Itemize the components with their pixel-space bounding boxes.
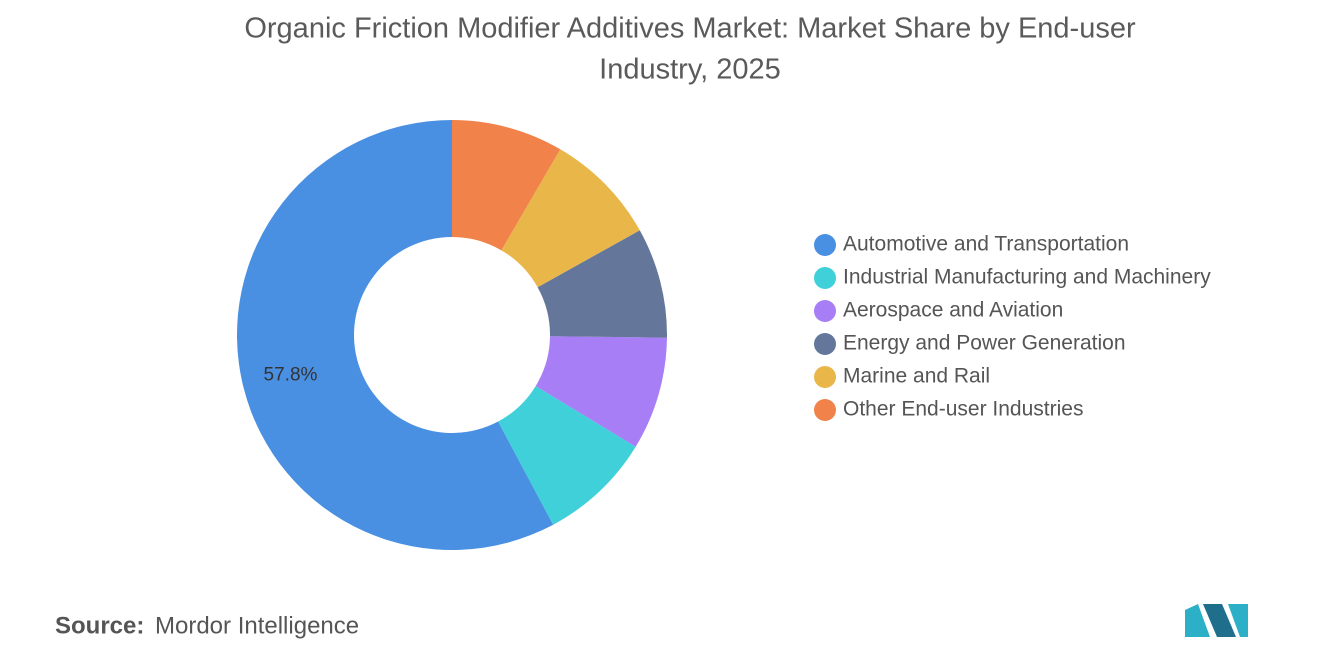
legend-label: Aerospace and Aviation <box>843 299 1063 322</box>
legend-label: Industrial Manufacturing and Machinery <box>843 266 1211 289</box>
chart-title-line1: Organic Friction Modifier Additives Mark… <box>244 13 1136 45</box>
donut-slice <box>452 120 561 251</box>
logo <box>1185 604 1248 637</box>
source-name: Mordor Intelligence <box>155 612 359 639</box>
legend-swatch <box>814 366 836 388</box>
legend-swatch <box>814 399 836 421</box>
legend-label: Automotive and Transportation <box>843 233 1129 256</box>
data-label: 57.8% <box>264 364 318 385</box>
donut-slice <box>237 120 554 550</box>
legend-label: Other End-user Industries <box>843 398 1083 421</box>
source-label: Source: <box>55 612 144 639</box>
legend-swatch <box>814 333 836 355</box>
chart-title-line2: Industry, 2025 <box>599 54 781 86</box>
legend-swatch <box>814 300 836 322</box>
legend-swatch <box>814 267 836 289</box>
legend-swatch <box>814 234 836 256</box>
legend-label: Energy and Power Generation <box>843 332 1126 355</box>
legend-label: Marine and Rail <box>843 365 990 388</box>
donut-slice <box>535 336 667 447</box>
donut-slice <box>501 149 640 288</box>
donut-slice <box>537 230 668 338</box>
donut-slice <box>498 385 636 525</box>
